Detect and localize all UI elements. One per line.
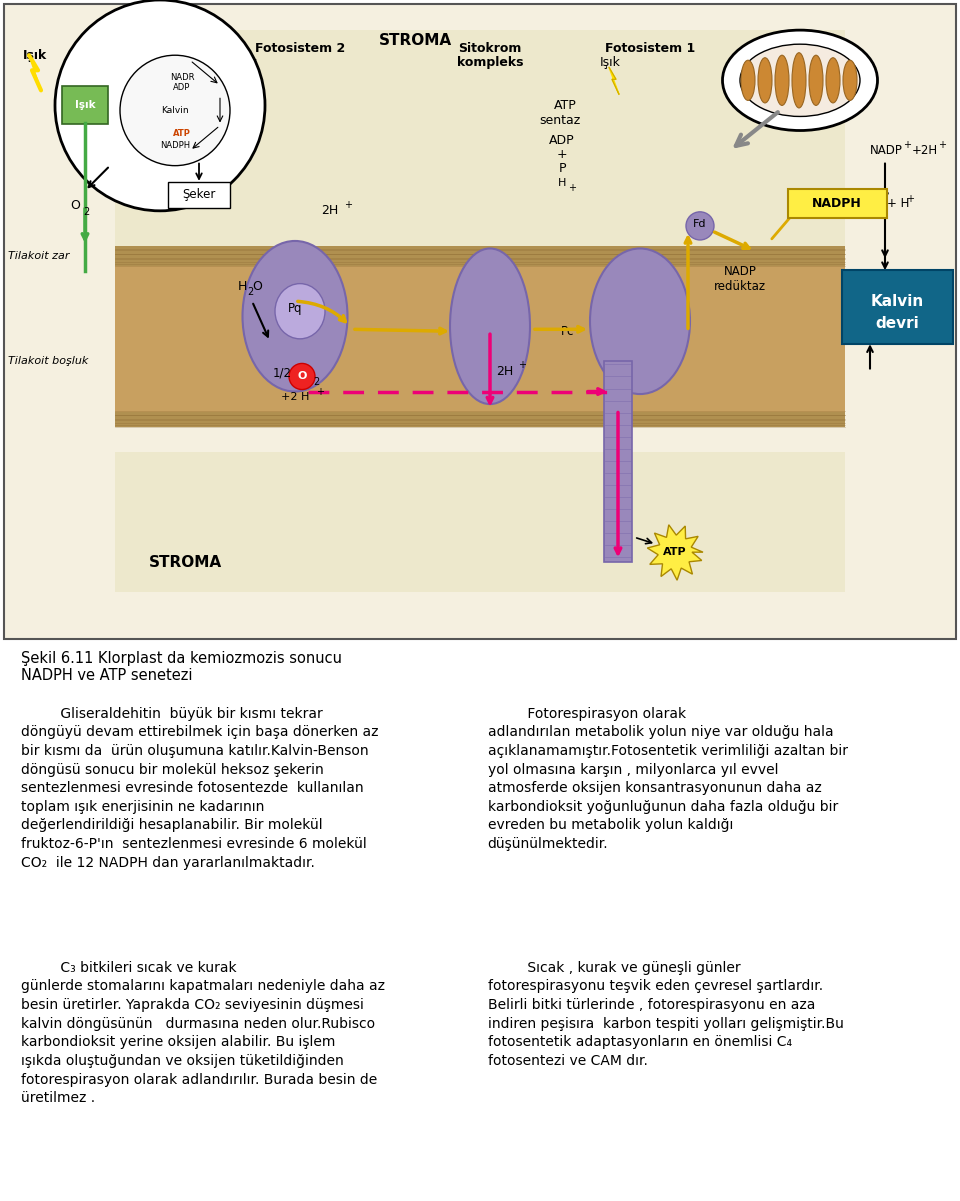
Text: Fotorespirasyon olarak
adlandırılan metabolik yolun niye var olduğu hala
açıklan: Fotorespirasyon olarak adlandırılan meta… — [488, 706, 848, 852]
Ellipse shape — [775, 55, 789, 106]
Text: +: + — [906, 193, 914, 204]
Circle shape — [120, 55, 230, 166]
Ellipse shape — [590, 249, 690, 394]
Text: NADP: NADP — [724, 264, 756, 277]
Text: O: O — [298, 371, 306, 382]
Text: 2: 2 — [83, 207, 89, 217]
Circle shape — [686, 211, 714, 240]
Polygon shape — [647, 525, 703, 580]
Text: +: + — [938, 139, 946, 150]
Ellipse shape — [450, 249, 530, 404]
Text: Pq: Pq — [288, 301, 302, 315]
Text: +: + — [903, 139, 911, 150]
FancyBboxPatch shape — [788, 189, 887, 217]
Text: Işık: Işık — [600, 55, 620, 68]
Ellipse shape — [740, 44, 860, 116]
Ellipse shape — [792, 53, 806, 108]
Text: +: + — [316, 387, 324, 396]
Polygon shape — [29, 55, 41, 90]
Circle shape — [289, 364, 315, 389]
Text: 2H: 2H — [496, 365, 514, 378]
Ellipse shape — [826, 58, 840, 103]
Text: ATP: ATP — [173, 129, 191, 138]
Text: O: O — [252, 280, 262, 293]
Text: NADP: NADP — [870, 144, 902, 157]
Ellipse shape — [758, 58, 772, 103]
Circle shape — [55, 0, 265, 211]
Text: Tilakoit zar: Tilakoit zar — [8, 251, 69, 261]
Text: sentaz: sentaz — [540, 114, 581, 127]
Text: +2 H: +2 H — [281, 392, 309, 401]
Ellipse shape — [243, 241, 348, 392]
Text: STROMA: STROMA — [149, 555, 222, 569]
Bar — [115, 412, 845, 426]
Text: Fotosistem 2: Fotosistem 2 — [254, 42, 346, 55]
Text: NADPH: NADPH — [160, 141, 190, 150]
Ellipse shape — [843, 60, 857, 101]
FancyBboxPatch shape — [62, 86, 108, 125]
FancyBboxPatch shape — [842, 270, 953, 345]
Text: Tilakoit boşluk: Tilakoit boşluk — [8, 357, 88, 366]
Text: 1/2: 1/2 — [273, 368, 292, 380]
Text: O: O — [70, 199, 80, 213]
Text: Kalvin: Kalvin — [161, 106, 189, 115]
Text: + H: + H — [887, 197, 909, 210]
Text: Işık: Işık — [23, 49, 47, 61]
Polygon shape — [609, 67, 619, 95]
Text: Fd: Fd — [693, 219, 707, 229]
Text: Işık: Işık — [236, 55, 257, 68]
Ellipse shape — [741, 60, 755, 101]
Text: devri: devri — [876, 316, 919, 330]
Text: +: + — [518, 360, 526, 370]
Text: Pc: Pc — [562, 324, 575, 337]
Text: +: + — [344, 199, 352, 210]
Text: Kalvin: Kalvin — [871, 294, 924, 309]
Text: Gliseraldehitin  büyük bir kısmı tekrar
döngüyü devam ettirebilmek için başa dön: Gliseraldehitin büyük bir kısmı tekrar d… — [21, 706, 378, 870]
Bar — [115, 452, 845, 592]
Text: ADP: ADP — [174, 83, 191, 91]
Text: ATP: ATP — [554, 98, 576, 112]
Text: P: P — [559, 162, 565, 175]
Text: 2: 2 — [313, 376, 319, 387]
Text: Sitokrom: Sitokrom — [458, 42, 521, 55]
Text: H: H — [558, 178, 566, 187]
Text: Sıcak , kurak ve güneşli günler
fotorespirasyonu teşvik eden çevresel şartlardır: Sıcak , kurak ve güneşli günler fotoresp… — [488, 961, 844, 1068]
Text: Şekil 6.11 Klorplast da kemiozmozis sonucu: Şekil 6.11 Klorplast da kemiozmozis sonu… — [21, 651, 342, 665]
Text: NADPH: NADPH — [812, 197, 862, 210]
Bar — [115, 267, 845, 422]
Ellipse shape — [809, 55, 823, 106]
Text: NADPH ve ATP senetezi: NADPH ve ATP senetezi — [21, 668, 193, 682]
Ellipse shape — [275, 283, 325, 339]
Text: NADR: NADR — [170, 73, 194, 82]
Ellipse shape — [723, 30, 877, 131]
Text: +2H: +2H — [912, 144, 938, 157]
Text: STROMA: STROMA — [378, 32, 451, 48]
Text: Fotosistem 1: Fotosistem 1 — [605, 42, 695, 55]
Text: ADP: ADP — [549, 135, 575, 147]
Polygon shape — [248, 67, 258, 95]
Text: kompleks: kompleks — [457, 55, 523, 68]
Bar — [115, 30, 845, 251]
Text: 2: 2 — [247, 287, 253, 297]
FancyBboxPatch shape — [604, 362, 632, 562]
FancyBboxPatch shape — [168, 181, 230, 208]
Bar — [115, 246, 845, 267]
Text: Işık: Işık — [75, 101, 95, 110]
Text: +: + — [568, 183, 576, 192]
Text: redüktaz: redüktaz — [714, 280, 766, 293]
Text: ATP: ATP — [663, 548, 686, 557]
Text: +: + — [557, 148, 567, 161]
Text: Şeker: Şeker — [182, 189, 216, 202]
Text: C₃ bitkileri sıcak ve kurak
günlerde stomalarını kapatmaları nedeniyle daha az
b: C₃ bitkileri sıcak ve kurak günlerde sto… — [21, 961, 385, 1105]
Text: H: H — [237, 280, 247, 293]
Text: 2H: 2H — [322, 204, 339, 217]
